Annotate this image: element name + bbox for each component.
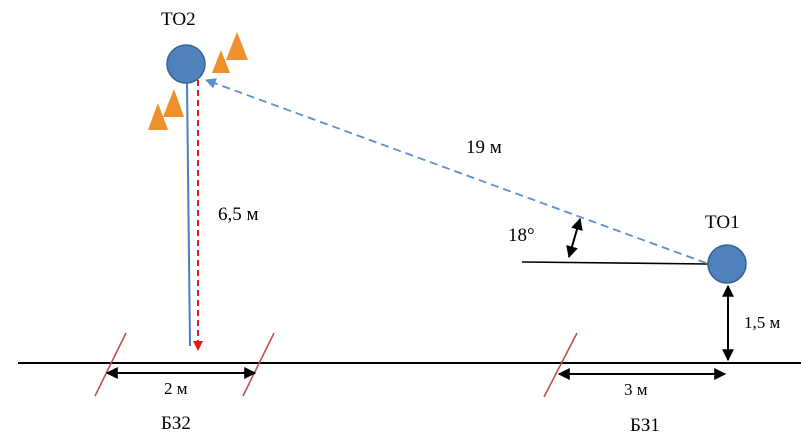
bz2-right-slash xyxy=(242,332,275,397)
line-to1-to2-dashed xyxy=(204,78,707,264)
to1-reference-line xyxy=(521,261,709,265)
label-angle-18: 18° xyxy=(508,225,535,246)
to1-circle xyxy=(707,244,747,284)
to2-circle xyxy=(166,44,206,84)
label-dist-3: 3 м xyxy=(624,380,648,399)
label-bz1: БЗ1 xyxy=(630,415,660,436)
bz1-slash xyxy=(543,332,578,398)
label-dist-19: 19 м xyxy=(466,137,502,158)
label-to1: ТО1 xyxy=(705,212,740,233)
label-bz2: БЗ2 xyxy=(161,413,191,434)
label-dist-1-5: 1,5 м xyxy=(744,313,781,332)
cone-icon-2 xyxy=(226,32,248,60)
cone-icon-3 xyxy=(148,103,168,130)
label-dist-2: 2 м xyxy=(164,379,188,398)
cone-icon-1 xyxy=(212,50,230,73)
cone-icon-4 xyxy=(163,89,184,117)
bz2-left-slash xyxy=(94,332,127,397)
angle-18-arrow xyxy=(566,217,583,259)
label-dist-6-5: 6,5 м xyxy=(218,204,259,225)
to2-solid-drop-line xyxy=(186,81,191,347)
label-to2: ТО2 xyxy=(161,9,196,30)
